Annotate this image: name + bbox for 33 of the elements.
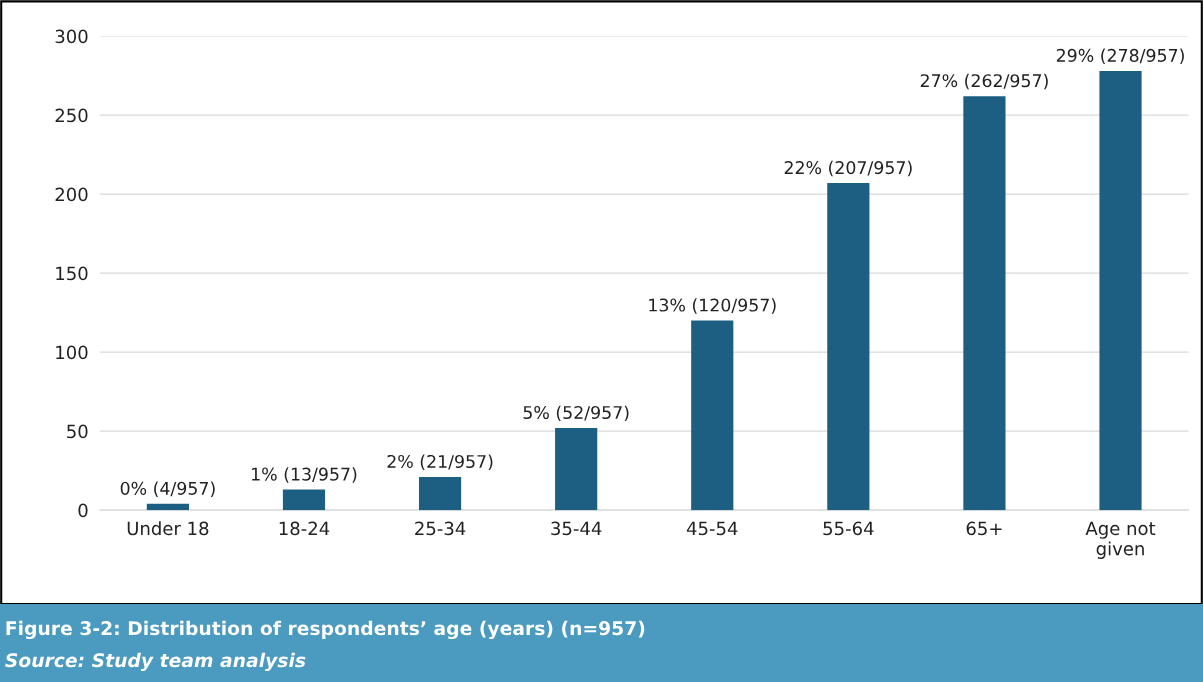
data-label: 22% (207/957) xyxy=(784,160,912,177)
y-tick-label: 300 xyxy=(55,29,88,44)
y-tick-label: 50 xyxy=(67,424,88,439)
text: Figure 3-2: Distribution of respondents’ age (years) (n=957) xyxy=(6,620,645,640)
y-tick-label: 200 xyxy=(55,187,88,202)
data-label: 2% (21/957) xyxy=(387,454,493,471)
x-tick-label: 25-34 xyxy=(415,521,466,536)
bar xyxy=(963,96,1006,511)
y-tick-label: 250 xyxy=(55,108,88,123)
bar xyxy=(555,427,598,511)
x-tick-label: Age not given xyxy=(1085,521,1156,559)
bar xyxy=(827,183,870,511)
x-tick-label: 45-54 xyxy=(686,521,738,536)
bar xyxy=(282,489,326,511)
bar xyxy=(418,476,462,511)
x-tick-label: 65+ xyxy=(966,521,1002,536)
y-tick-label: 100 xyxy=(56,345,88,360)
data-label: 5% (52/957) xyxy=(523,405,629,422)
y-tick-label: 0 xyxy=(78,503,88,518)
x-tick-label: 55-64 xyxy=(823,521,874,536)
bar xyxy=(691,320,734,511)
data-label: 1% (13/957) xyxy=(252,467,357,483)
source-note: Source: Study team analysis xyxy=(5,652,306,672)
data-label: 13% (120/957) xyxy=(649,298,776,314)
data-label: 29% (278/957) xyxy=(1056,48,1184,65)
x-tick-label: 18-24 xyxy=(279,521,330,536)
data-label: 0% (4/957) xyxy=(120,481,215,497)
x-tick-label: Under 18 xyxy=(127,521,209,536)
x-tick-label: 35-44 xyxy=(551,521,602,536)
bar xyxy=(1099,70,1142,511)
data-label: 27% (262/957) xyxy=(920,73,1048,90)
y-tick-label: 150 xyxy=(56,266,88,281)
bar xyxy=(146,503,189,511)
